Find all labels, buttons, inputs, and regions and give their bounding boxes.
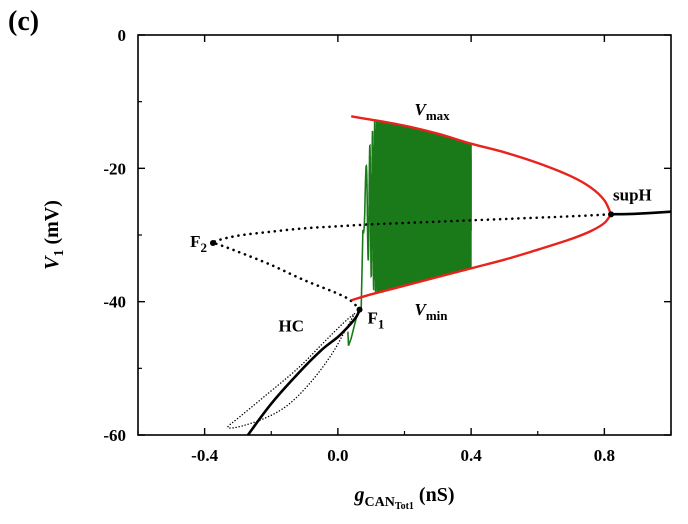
label-vmax: Vmax [414, 100, 450, 123]
x-tick-label: 0.0 [327, 446, 348, 465]
series-stable-low [246, 309, 361, 436]
chart-axes: -0.4 0.0 0.4 0.8 -60 -40 -20 0 gCANTot1 (nS) V1 (… [41, 26, 672, 512]
series-unstable-middle [211, 213, 613, 311]
series-trajectory [347, 120, 472, 346]
series-vmax-envelope [350, 115, 613, 215]
point-suph [608, 211, 615, 218]
label-vmin: Vmin [414, 300, 448, 323]
label-f2: F2 [190, 232, 207, 255]
label-suph: supH [613, 185, 652, 204]
chart-annotations: F2 F1 supH HC Vmax Vmin [190, 100, 652, 336]
chart-curves [211, 115, 672, 436]
y-axis-title: V1 (mV) [41, 200, 67, 270]
y-tick-label: -60 [103, 426, 126, 445]
x-tick-label: 0.4 [461, 446, 483, 465]
label-hc: HC [278, 317, 304, 336]
label-f1: F1 [368, 309, 385, 332]
y-tick-label: -40 [103, 293, 126, 312]
panel-label: (c) [8, 6, 40, 37]
series-stable-high [610, 210, 672, 216]
y-tick-label: -20 [103, 159, 126, 178]
x-tick-label: 0.8 [594, 446, 615, 465]
point-f1 [356, 306, 363, 313]
y-tick-label: 0 [118, 26, 127, 45]
series-homoclinic-loop [227, 313, 356, 429]
series-vmin-envelope [350, 213, 612, 302]
x-axis-title: gCANTot1 (nS) [353, 484, 454, 512]
point-f2 [209, 240, 216, 246]
x-tick-label: -0.4 [191, 446, 218, 465]
